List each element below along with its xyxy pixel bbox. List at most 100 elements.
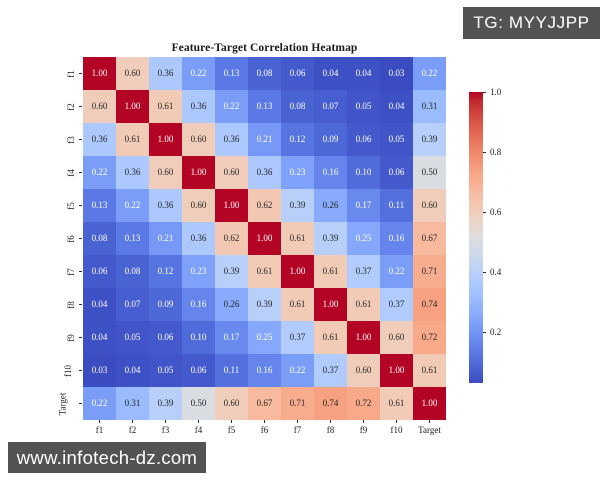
- heatmap-cell-f7-f1: 0.06: [83, 255, 116, 288]
- heatmap-cell-f8-f10: 0.37: [380, 288, 413, 321]
- heatmap-cell-f4-Target: 0.50: [413, 156, 446, 189]
- y-tick-label-text: Target: [57, 392, 68, 415]
- heatmap-cell-f5-f7: 0.39: [281, 189, 314, 222]
- heatmap-cell-f3-f1: 0.36: [83, 123, 116, 156]
- y-tick-label-text: f9: [65, 333, 76, 342]
- heatmap-cell-f5-f5: 1.00: [215, 189, 248, 222]
- heatmap-cell-f9-f5: 0.17: [215, 321, 248, 354]
- heatmap-cell-f9-f4: 0.10: [182, 321, 215, 354]
- x-tick-label-Target: Target: [418, 425, 441, 435]
- x-tick-mark: [297, 420, 298, 423]
- y-tick-label-text: f8: [65, 300, 76, 309]
- heatmap-cell-f6-f2: 0.13: [116, 222, 149, 255]
- heatmap-cell-f7-f10: 0.22: [380, 255, 413, 288]
- heatmap-cell-f1-f1: 1.00: [83, 57, 116, 90]
- y-tick-label-f7: f7: [44, 255, 76, 288]
- heatmap-cell-f6-Target: 0.67: [413, 222, 446, 255]
- y-tick-mark: [79, 139, 82, 140]
- x-tick-label-f1: f1: [95, 425, 104, 435]
- heatmap-cell-f4-f1: 0.22: [83, 156, 116, 189]
- heatmap-cell-f3-f2: 0.61: [116, 123, 149, 156]
- heatmap-cell-f3-Target: 0.39: [413, 123, 446, 156]
- heatmap-cell-f2-f4: 0.36: [182, 90, 215, 123]
- heatmap-cell-f1-f9: 0.04: [347, 57, 380, 90]
- x-tick-mark: [198, 420, 199, 423]
- heatmap-cell-f10-f3: 0.05: [149, 354, 182, 387]
- heatmap-cell-f10-f4: 0.06: [182, 354, 215, 387]
- heatmap-cell-f2-Target: 0.31: [413, 90, 446, 123]
- heatmap-cell-f7-f4: 0.23: [182, 255, 215, 288]
- heatmap-cell-f5-f10: 0.11: [380, 189, 413, 222]
- heatmap-cell-f5-f1: 0.13: [83, 189, 116, 222]
- heatmap-cell-f7-f2: 0.08: [116, 255, 149, 288]
- heatmap-cell-f8-f6: 0.39: [248, 288, 281, 321]
- heatmap-cell-f9-f1: 0.04: [83, 321, 116, 354]
- heatmap-cell-f1-f4: 0.22: [182, 57, 215, 90]
- y-tick-label-Target: Target: [44, 387, 74, 420]
- heatmap-cell-f6-f5: 0.62: [215, 222, 248, 255]
- heatmap-cell-f2-f1: 0.60: [83, 90, 116, 123]
- colorbar-tick-mark: [483, 331, 486, 333]
- heatmap-cell-Target-f2: 0.31: [116, 387, 149, 420]
- heatmap-cell-f9-f10: 0.60: [380, 321, 413, 354]
- heatmap-cell-f4-f9: 0.10: [347, 156, 380, 189]
- y-tick-label-text: f3: [65, 135, 76, 144]
- x-tick-label-f9: f9: [359, 425, 368, 435]
- y-tick-mark: [79, 304, 82, 305]
- heatmap-cell-f5-Target: 0.60: [413, 189, 446, 222]
- heatmap-cell-f6-f1: 0.08: [83, 222, 116, 255]
- heatmap-cell-f10-f10: 1.00: [380, 354, 413, 387]
- y-tick-label-text: f10: [63, 364, 73, 377]
- heatmap-cell-f5-f4: 0.60: [182, 189, 215, 222]
- heatmap-cell-Target-f7: 0.71: [281, 387, 314, 420]
- chart-title: Feature-Target Correlation Heatmap: [171, 42, 358, 54]
- heatmap-cell-f1-f8: 0.04: [314, 57, 347, 90]
- y-tick-label-text: f1: [65, 69, 76, 78]
- heatmap-cell-f4-f8: 0.16: [314, 156, 347, 189]
- heatmap-cell-f9-f9: 1.00: [347, 321, 380, 354]
- y-tick-label-f2: f2: [44, 90, 75, 123]
- heatmap-cell-f6-f10: 0.16: [380, 222, 413, 255]
- heatmap-cell-f7-f9: 0.37: [347, 255, 380, 288]
- y-tick-label-text: f4: [65, 168, 76, 177]
- x-tick-label-f4: f4: [194, 425, 203, 435]
- heatmap-cell-Target-f1: 0.22: [83, 387, 116, 420]
- y-tick-label-f6: f6: [44, 222, 76, 255]
- x-tick-label-f10: f10: [390, 425, 403, 435]
- x-tick-mark: [396, 420, 397, 423]
- y-tick-mark: [79, 271, 82, 272]
- heatmap-cell-f10-f5: 0.11: [215, 354, 248, 387]
- heatmap-cell-f1-Target: 0.22: [413, 57, 446, 90]
- colorbar-tick-label-0.2: 0.2: [490, 327, 502, 337]
- y-tick-mark: [79, 370, 82, 371]
- heatmap-cell-f9-f3: 0.06: [149, 321, 182, 354]
- heatmap-cell-f4-f7: 0.23: [281, 156, 314, 189]
- y-tick-label-text: f7: [65, 267, 76, 276]
- colorbar-tick-label-0.6: 0.6: [490, 207, 502, 217]
- y-tick-mark: [79, 172, 82, 173]
- heatmap-cell-f1-f7: 0.06: [281, 57, 314, 90]
- colorbar: [469, 92, 483, 383]
- heatmap-cell-Target-f4: 0.50: [182, 387, 215, 420]
- heatmap-cell-Target-f10: 0.61: [380, 387, 413, 420]
- heatmap-cell-f8-f3: 0.09: [149, 288, 182, 321]
- heatmap-cell-f3-f4: 0.60: [182, 123, 215, 156]
- heatmap-cell-f2-f2: 1.00: [116, 90, 149, 123]
- heatmap-cell-f8-f7: 0.61: [281, 288, 314, 321]
- heatmap-cell-f8-f4: 0.16: [182, 288, 215, 321]
- x-tick-label-f7: f7: [293, 425, 302, 435]
- y-tick-label-f5: f5: [44, 189, 75, 222]
- heatmap-cell-f8-f9: 0.61: [347, 288, 380, 321]
- colorbar-tick-label-0.4: 0.4: [490, 267, 502, 277]
- y-tick-label-text: f6: [65, 234, 76, 243]
- heatmap-cell-Target-f9: 0.72: [347, 387, 380, 420]
- y-tick-mark: [79, 403, 82, 404]
- heatmap-cell-Target-f3: 0.39: [149, 387, 182, 420]
- heatmap-cell-Target-Target: 1.00: [413, 387, 446, 420]
- heatmap-cell-f2-f3: 0.61: [149, 90, 182, 123]
- heatmap-cell-f2-f10: 0.04: [380, 90, 413, 123]
- heatmap-cell-f8-f5: 0.26: [215, 288, 248, 321]
- heatmap-cell-f6-f4: 0.36: [182, 222, 215, 255]
- heatmap-cell-Target-f8: 0.74: [314, 387, 347, 420]
- heatmap-cell-f2-f8: 0.07: [314, 90, 347, 123]
